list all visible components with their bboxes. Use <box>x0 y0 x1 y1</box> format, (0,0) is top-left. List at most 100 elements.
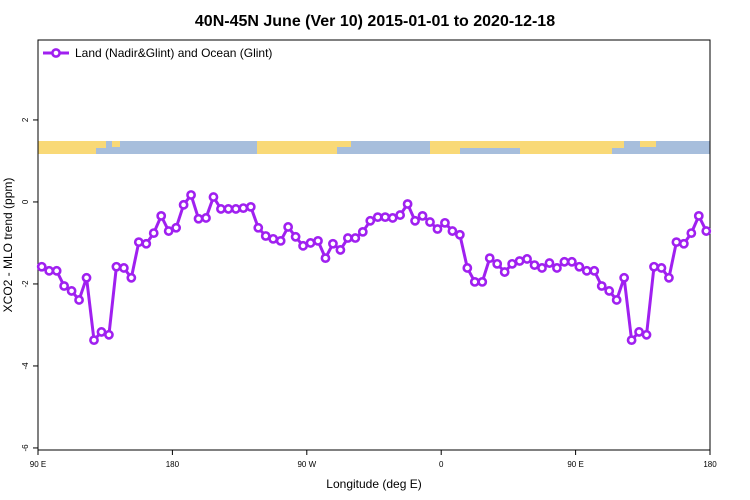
data-point <box>118 263 129 273</box>
data-point <box>163 226 174 236</box>
data-point <box>619 272 630 283</box>
data-point <box>357 226 368 237</box>
data-point <box>686 228 697 239</box>
data-point <box>641 329 652 340</box>
data-point <box>581 265 592 276</box>
data-point <box>81 272 92 283</box>
x-tick-label: 0 <box>439 460 444 469</box>
data-point <box>365 215 376 226</box>
data-point <box>320 253 331 264</box>
data-point <box>671 237 682 248</box>
data-point <box>44 265 55 276</box>
chart-title: 40N-45N June (Ver 10) 2015-01-01 to 2020… <box>195 13 555 30</box>
legend-label: Land (Nadir&Glint) and Ocean (Glint) <box>75 46 272 60</box>
data-point <box>537 263 547 273</box>
data-point <box>469 276 480 287</box>
data-point <box>410 215 420 226</box>
data-point <box>193 213 204 224</box>
y-axis-label: XCO2 - MLO trend (ppm) <box>1 178 15 313</box>
data-point <box>133 237 144 248</box>
y-tick-label: -4 <box>21 362 30 370</box>
y-tick-label: 0 <box>21 199 30 204</box>
data-point <box>238 203 249 213</box>
data-point <box>529 260 540 270</box>
y-tick-label: -2 <box>21 280 30 288</box>
data-point <box>350 233 361 243</box>
data-point <box>178 199 189 210</box>
data-point <box>89 335 99 346</box>
x-axis-label: Longitude (deg E) <box>326 477 421 491</box>
data-point <box>544 258 555 268</box>
data-point <box>678 238 689 249</box>
data-point <box>126 272 137 283</box>
data-point <box>245 201 256 212</box>
data-point <box>328 238 338 249</box>
data-point <box>253 222 264 233</box>
data-point <box>141 238 152 249</box>
data-point <box>656 263 667 273</box>
x-tick-label: 180 <box>166 460 180 469</box>
data-point <box>335 245 346 255</box>
data-point <box>492 258 503 269</box>
data-point <box>574 261 585 272</box>
data-point <box>260 231 271 241</box>
data-point <box>611 295 622 305</box>
data-point <box>402 199 413 209</box>
data-point <box>186 190 196 200</box>
plot-frame <box>37 39 711 451</box>
data-point <box>626 335 637 346</box>
legend-marker <box>51 48 61 58</box>
data-point <box>552 263 562 273</box>
data-point <box>454 229 465 240</box>
data-point <box>447 226 458 236</box>
data-point <box>111 261 122 272</box>
data-point <box>59 281 70 291</box>
data-point <box>589 265 600 276</box>
data-point <box>201 213 211 223</box>
data-point <box>74 295 84 305</box>
data-point <box>313 235 323 246</box>
data-point <box>522 254 532 264</box>
data-point <box>148 228 159 239</box>
data-point <box>268 233 279 244</box>
data-point <box>230 204 241 214</box>
data-point <box>395 210 406 220</box>
data-point <box>440 217 450 228</box>
data-point <box>66 286 77 296</box>
y-tick-label: -6 <box>21 444 30 452</box>
data-point <box>559 256 570 267</box>
data-point <box>499 267 510 277</box>
data-point <box>305 238 316 248</box>
data-point <box>634 327 644 337</box>
data-point <box>417 210 428 221</box>
data-point <box>380 212 391 223</box>
data-point <box>701 226 712 236</box>
y-tick-label: 2 <box>21 117 30 122</box>
data-point <box>514 256 525 266</box>
data-point <box>51 265 62 276</box>
data-point <box>604 286 615 296</box>
data-point <box>566 256 577 267</box>
data-point <box>664 272 674 283</box>
data-point <box>432 224 443 234</box>
data-point <box>425 217 435 227</box>
data-point <box>156 210 167 221</box>
data-point <box>36 261 47 272</box>
data-point <box>223 204 234 214</box>
data-point <box>275 235 286 246</box>
data-point <box>298 240 308 251</box>
data-point <box>290 231 301 242</box>
x-tick-label: 90 E <box>567 460 583 469</box>
data-point <box>477 276 488 287</box>
data-point <box>216 204 226 214</box>
data-point <box>372 212 383 223</box>
data-point <box>693 210 704 221</box>
x-tick-label: 180 <box>703 460 717 469</box>
data-point <box>387 213 398 223</box>
data-point <box>171 222 182 233</box>
data-point <box>507 258 518 269</box>
land-ocean-band <box>38 141 710 154</box>
x-tick-label: 90 W <box>297 460 316 469</box>
data-point <box>462 263 473 273</box>
